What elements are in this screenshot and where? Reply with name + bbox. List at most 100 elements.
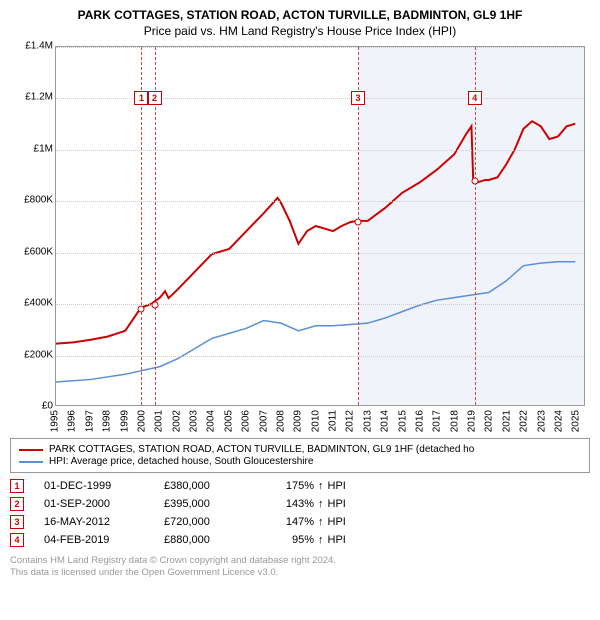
- trade-hpi-label: HPI: [328, 498, 346, 510]
- y-axis-labels: £0£200K£400K£600K£800K£1M£1.2M£1.4M: [10, 46, 55, 406]
- x-tick-label: 2010: [310, 410, 321, 432]
- legend-label: PARK COTTAGES, STATION ROAD, ACTON TURVI…: [49, 444, 474, 455]
- x-tick-label: 2011: [328, 410, 339, 432]
- x-tick-label: 2022: [519, 410, 530, 432]
- y-tick-label: £1.2M: [25, 92, 53, 103]
- x-tick-label: 1996: [67, 410, 78, 432]
- trade-marker: 4: [468, 91, 482, 105]
- y-tick-label: £600K: [24, 246, 53, 257]
- trade-price: £380,000: [164, 480, 254, 492]
- x-tick-label: 2013: [362, 410, 373, 432]
- legend-swatch: [19, 449, 43, 451]
- trade-row-marker: 4: [10, 533, 24, 547]
- trade-hpi-label: HPI: [328, 480, 346, 492]
- trade-hpi-label: HPI: [328, 516, 346, 528]
- x-tick-label: 2023: [536, 410, 547, 432]
- gridline: [56, 356, 584, 357]
- x-tick-label: 1995: [50, 410, 61, 432]
- trade-row: 4 04-FEB-2019£880,00095% ↑ HPI: [10, 533, 590, 547]
- x-tick-label: 2012: [345, 410, 356, 432]
- gridline: [56, 304, 584, 305]
- y-tick-label: £1.4M: [25, 41, 53, 52]
- trade-pct: 147%: [254, 516, 314, 528]
- x-tick-label: 2024: [553, 410, 564, 432]
- x-tick-label: 2007: [258, 410, 269, 432]
- plot-area: 12 3 4: [55, 46, 585, 406]
- trade-pct: 95%: [254, 534, 314, 546]
- trade-row-marker: 3: [10, 515, 24, 529]
- trade-dot: [355, 218, 362, 225]
- x-tick-label: 1999: [119, 410, 130, 432]
- x-tick-label: 2001: [154, 410, 165, 432]
- arrow-up-icon: ↑: [318, 480, 324, 492]
- trades-table: 1 01-DEC-1999£380,000175% ↑ HPI 2 01-SEP-2000…: [10, 479, 590, 547]
- x-tick-label: 2020: [484, 410, 495, 432]
- x-tick-label: 1997: [84, 410, 95, 432]
- trade-marker: 3: [351, 91, 365, 105]
- legend-item: HPI: Average price, detached house, Sout…: [19, 456, 581, 467]
- trade-row: 1 01-DEC-1999£380,000175% ↑ HPI: [10, 479, 590, 493]
- gridline: [56, 201, 584, 202]
- footer-line-2: This data is licensed under the Open Gov…: [10, 567, 590, 579]
- legend-label: HPI: Average price, detached house, Sout…: [49, 456, 313, 467]
- x-tick-label: 2015: [397, 410, 408, 432]
- legend-box: PARK COTTAGES, STATION ROAD, ACTON TURVI…: [10, 438, 590, 473]
- x-tick-label: 2021: [501, 410, 512, 432]
- arrow-up-icon: ↑: [318, 534, 324, 546]
- legend-item: PARK COTTAGES, STATION ROAD, ACTON TURVI…: [19, 444, 581, 455]
- x-tick-label: 2006: [241, 410, 252, 432]
- x-tick-label: 2019: [467, 410, 478, 432]
- x-tick-label: 2008: [275, 410, 286, 432]
- trade-price: £395,000: [164, 498, 254, 510]
- trade-marker: 1: [134, 91, 148, 105]
- x-tick-label: 2017: [432, 410, 443, 432]
- trade-hpi-label: HPI: [328, 534, 346, 546]
- trade-pct: 143%: [254, 498, 314, 510]
- x-tick-label: 2009: [293, 410, 304, 432]
- trade-row: 3 16-MAY-2012£720,000147% ↑ HPI: [10, 515, 590, 529]
- x-tick-label: 2018: [449, 410, 460, 432]
- footer-text: Contains HM Land Registry data © Crown c…: [10, 555, 590, 580]
- x-tick-label: 1998: [102, 410, 113, 432]
- series-property: [56, 121, 575, 343]
- x-tick-label: 2000: [136, 410, 147, 432]
- gridline: [56, 253, 584, 254]
- x-tick-label: 2002: [171, 410, 182, 432]
- trade-row-marker: 1: [10, 479, 24, 493]
- trade-date: 01-SEP-2000: [44, 498, 164, 510]
- trade-price: £880,000: [164, 534, 254, 546]
- x-tick-label: 2005: [223, 410, 234, 432]
- trade-dot: [471, 177, 478, 184]
- series-hpi: [56, 262, 575, 382]
- chart-container: PARK COTTAGES, STATION ROAD, ACTON TURVI…: [0, 0, 600, 620]
- chart-title: PARK COTTAGES, STATION ROAD, ACTON TURVI…: [10, 8, 590, 22]
- y-tick-label: £800K: [24, 195, 53, 206]
- trade-marker: 2: [148, 91, 162, 105]
- trade-dot: [138, 306, 145, 313]
- chart-area: £0£200K£400K£600K£800K£1M£1.2M£1.4M 1234…: [10, 46, 590, 436]
- arrow-up-icon: ↑: [318, 498, 324, 510]
- x-tick-label: 2003: [189, 410, 200, 432]
- trade-dot: [151, 302, 158, 309]
- trade-pct: 175%: [254, 480, 314, 492]
- x-tick-label: 2014: [380, 410, 391, 432]
- trade-date: 16-MAY-2012: [44, 516, 164, 528]
- trade-row-marker: 2: [10, 497, 24, 511]
- footer-line-1: Contains HM Land Registry data © Crown c…: [10, 555, 590, 567]
- y-tick-label: £400K: [24, 298, 53, 309]
- x-tick-label: 2016: [414, 410, 425, 432]
- arrow-up-icon: ↑: [318, 516, 324, 528]
- x-axis-labels: 1995199619971998199920002001200220032004…: [55, 406, 585, 436]
- x-tick-label: 2004: [206, 410, 217, 432]
- legend-swatch: [19, 461, 43, 463]
- trade-price: £720,000: [164, 516, 254, 528]
- x-tick-label: 2025: [571, 410, 582, 432]
- gridline: [56, 150, 584, 151]
- chart-subtitle: Price paid vs. HM Land Registry's House …: [10, 24, 590, 38]
- trade-date: 01-DEC-1999: [44, 480, 164, 492]
- y-tick-label: £1M: [34, 143, 53, 154]
- gridline: [56, 47, 584, 48]
- trade-date: 04-FEB-2019: [44, 534, 164, 546]
- trade-row: 2 01-SEP-2000£395,000143% ↑ HPI: [10, 497, 590, 511]
- y-tick-label: £200K: [24, 349, 53, 360]
